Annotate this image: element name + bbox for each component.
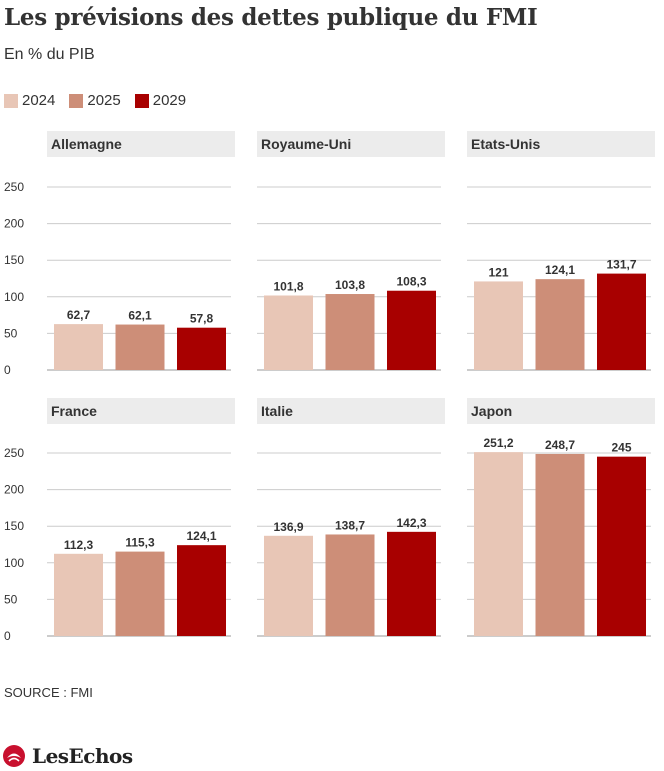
data-label: 136,9 xyxy=(273,520,303,534)
data-label: 138,7 xyxy=(335,518,365,532)
les-echos-logo-icon xyxy=(3,745,25,767)
bar xyxy=(535,453,585,636)
panel-header xyxy=(47,398,235,424)
bar xyxy=(54,553,103,636)
y-tick-label: 100 xyxy=(4,556,24,570)
legend-swatch-2024 xyxy=(4,93,18,108)
panel-header xyxy=(467,131,655,157)
chart-title: Les prévisions des dettes publique du FM… xyxy=(4,4,538,31)
y-tick-label: 200 xyxy=(4,217,24,231)
legend-swatch-2025 xyxy=(69,93,84,108)
y-tick-label: 0 xyxy=(4,629,11,643)
data-label: 112,3 xyxy=(64,538,94,552)
panel-title: Allemagne xyxy=(51,136,122,152)
panel-header xyxy=(257,398,445,424)
y-tick-label: 250 xyxy=(4,180,24,194)
source-note: SOURCE : FMI xyxy=(4,685,93,700)
bar xyxy=(325,294,375,370)
panel-title: Italie xyxy=(261,403,293,419)
data-label: 248,7 xyxy=(545,438,575,452)
bar xyxy=(177,545,226,636)
data-label: 121 xyxy=(488,265,508,279)
bar xyxy=(535,279,585,370)
data-label: 108,3 xyxy=(396,275,426,289)
bar xyxy=(474,281,523,370)
y-tick-label: 150 xyxy=(4,253,24,267)
panel-header xyxy=(47,131,235,157)
data-label: 245 xyxy=(611,441,631,455)
bar xyxy=(264,535,313,636)
data-label: 101,8 xyxy=(273,279,303,293)
y-tick-label: 50 xyxy=(4,592,18,606)
bar xyxy=(325,534,375,636)
data-label: 103,8 xyxy=(335,278,365,292)
legend-item-2025: 2025 xyxy=(69,92,121,109)
legend-item-2024: 2024 xyxy=(4,92,55,109)
bar xyxy=(597,456,646,636)
legend-label-2024: 2024 xyxy=(22,92,56,109)
panel-title: France xyxy=(51,403,97,419)
small-multiples-chart: 0 50 100 150 200 250 0 50 100 150 200 250 Allemagne 6… xyxy=(4,131,655,643)
data-label: 62,7 xyxy=(67,308,91,322)
legend-swatch-2029 xyxy=(134,93,149,108)
bar xyxy=(264,295,313,370)
data-label: 124,1 xyxy=(186,529,216,543)
chart-subtitle: En % du PIB xyxy=(4,46,95,63)
bar xyxy=(115,551,165,636)
data-label: 124,1 xyxy=(545,263,575,277)
panel-title: Etats-Unis xyxy=(471,136,540,152)
panel-title: Royaume-Uni xyxy=(261,136,351,152)
bar xyxy=(115,324,165,370)
bar xyxy=(474,452,523,636)
bar xyxy=(387,290,436,370)
panel-header xyxy=(257,131,445,157)
y-tick-label: 200 xyxy=(4,483,24,497)
legend-label-2025: 2025 xyxy=(87,92,121,109)
bar xyxy=(54,324,103,370)
y-tick-label: 250 xyxy=(4,446,24,460)
y-tick-label: 150 xyxy=(4,519,24,533)
les-echos-logo-text: LesEchos xyxy=(32,744,133,768)
data-label: 251,2 xyxy=(483,436,513,450)
panel-header xyxy=(467,398,655,424)
bar xyxy=(177,327,226,370)
y-tick-label: 50 xyxy=(4,326,18,340)
legend-label-2029: 2029 xyxy=(152,92,187,109)
data-label: 62,1 xyxy=(128,309,152,323)
legend: 2024 2025 2029 xyxy=(4,92,186,109)
legend-item-2029: 2029 xyxy=(134,92,187,109)
y-tick-label: 100 xyxy=(4,290,24,304)
y-tick-label: 0 xyxy=(4,363,11,377)
data-label: 131,7 xyxy=(606,258,636,272)
bar xyxy=(597,273,646,370)
data-label: 115,3 xyxy=(125,536,155,550)
data-label: 142,3 xyxy=(396,516,426,530)
panel-title: Japon xyxy=(471,403,512,419)
les-echos-logo: LesEchos xyxy=(2,744,133,768)
data-label: 57,8 xyxy=(190,312,214,326)
bar xyxy=(387,531,436,636)
